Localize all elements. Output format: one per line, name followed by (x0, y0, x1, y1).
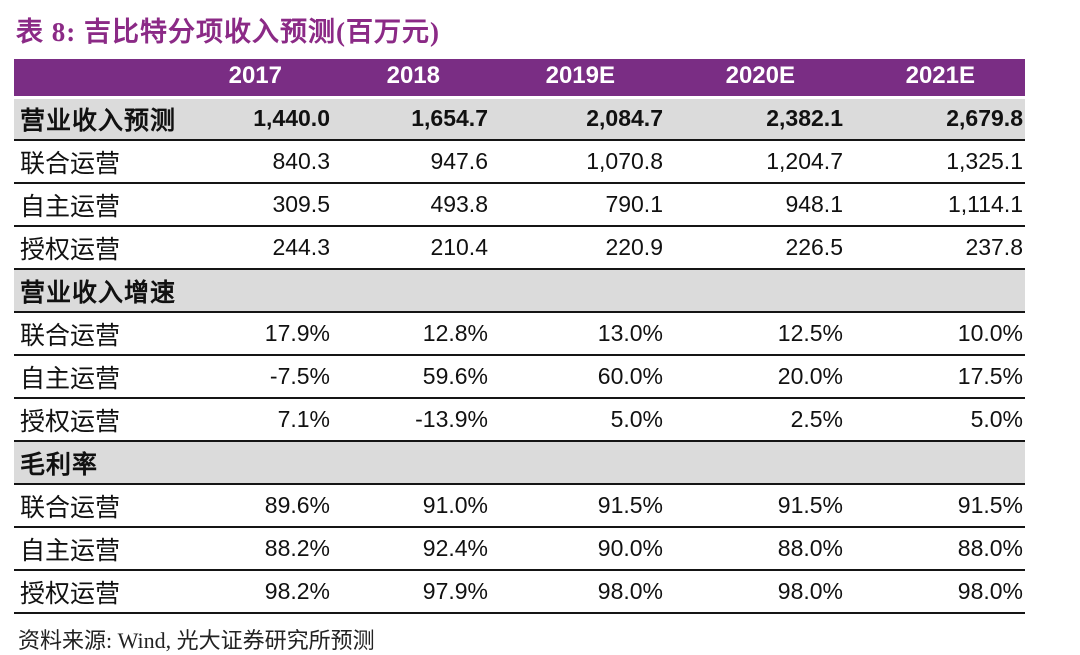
column-header-2018: 2018 (332, 59, 490, 99)
column-header-2020e: 2020E (665, 59, 845, 99)
table-cell: 89.6% (190, 484, 332, 528)
table-cell: 1,204.7 (665, 140, 845, 184)
table-cell (190, 269, 332, 313)
table-cell: -7.5% (190, 355, 332, 399)
row-label: 授权运营 (14, 398, 190, 442)
table-cell: 1,325.1 (845, 140, 1025, 184)
column-header-row: 2017 2018 2019E 2020E 2021E (14, 59, 1025, 99)
row-label: 联合运营 (14, 484, 190, 528)
row-label: 授权运营 (14, 226, 190, 270)
revenue-forecast-table: 2017 2018 2019E 2020E 2021E 营业收入预测 1,440… (14, 59, 1025, 614)
table-cell: 59.6% (332, 355, 490, 399)
source-note: 资料来源: Wind, 光大证券研究所预测 (18, 628, 375, 653)
column-header-2019e: 2019E (490, 59, 665, 99)
table-cell: 98.2% (190, 570, 332, 614)
table-cell: 309.5 (190, 183, 332, 227)
row-label: 联合运营 (14, 312, 190, 356)
table-cell: 88.0% (845, 527, 1025, 571)
table-cell: 12.5% (665, 312, 845, 356)
table-cell (332, 269, 490, 313)
table-cell: 17.9% (190, 312, 332, 356)
table-cell (490, 441, 665, 485)
table-cell: 92.4% (332, 527, 490, 571)
table-cell: 91.0% (332, 484, 490, 528)
table-cell: 91.5% (490, 484, 665, 528)
table-cell: 60.0% (490, 355, 665, 399)
row-label: 自主运营 (14, 355, 190, 399)
table-cell: 88.0% (665, 527, 845, 571)
table-cell (845, 269, 1025, 313)
table-cell: 220.9 (490, 226, 665, 270)
table-row: 联合运营 17.9% 12.8% 13.0% 12.5% 10.0% (14, 312, 1025, 356)
table-cell: 91.5% (845, 484, 1025, 528)
table-cell: 244.3 (190, 226, 332, 270)
table-row: 联合运营 89.6% 91.0% 91.5% 91.5% 91.5% (14, 484, 1025, 528)
table-cell: 226.5 (665, 226, 845, 270)
table-cell: 1,654.7 (332, 97, 490, 141)
table-cell: 98.0% (490, 570, 665, 614)
section-label: 毛利率 (14, 441, 190, 485)
table-cell: 2,084.7 (490, 97, 665, 141)
table-cell: 2,382.1 (665, 97, 845, 141)
section-label: 营业收入增速 (14, 269, 190, 313)
row-label: 授权运营 (14, 570, 190, 614)
column-header-2021e: 2021E (845, 59, 1025, 99)
table-cell (190, 441, 332, 485)
table-cell (490, 269, 665, 313)
table-cell: 947.6 (332, 140, 490, 184)
table-row: 授权运营 7.1% -13.9% 5.0% 2.5% 5.0% (14, 398, 1025, 442)
table-cell: 1,440.0 (190, 97, 332, 141)
table-row: 联合运营 840.3 947.6 1,070.8 1,204.7 1,325.1 (14, 140, 1025, 184)
table-cell: 5.0% (490, 398, 665, 442)
table-cell: 98.0% (665, 570, 845, 614)
table-cell: 88.2% (190, 527, 332, 571)
column-header-2017: 2017 (190, 59, 332, 99)
table-cell: 20.0% (665, 355, 845, 399)
table-cell: 237.8 (845, 226, 1025, 270)
table-cell: -13.9% (332, 398, 490, 442)
row-label: 自主运营 (14, 527, 190, 571)
table-cell: 7.1% (190, 398, 332, 442)
table-cell: 210.4 (332, 226, 490, 270)
table-cell: 97.9% (332, 570, 490, 614)
table-cell: 1,114.1 (845, 183, 1025, 227)
table-row: 授权运营 98.2% 97.9% 98.0% 98.0% 98.0% (14, 570, 1025, 614)
section-header-row-growth: 营业收入增速 (14, 269, 1025, 313)
table-cell: 12.8% (332, 312, 490, 356)
table-cell: 2,679.8 (845, 97, 1025, 141)
table-cell: 98.0% (845, 570, 1025, 614)
table-cell: 840.3 (190, 140, 332, 184)
table-cell: 13.0% (490, 312, 665, 356)
row-label: 自主运营 (14, 183, 190, 227)
table-cell: 5.0% (845, 398, 1025, 442)
table-cell (665, 441, 845, 485)
table-cell (332, 441, 490, 485)
table-cell: 91.5% (665, 484, 845, 528)
section-header-row-revenue: 营业收入预测 1,440.0 1,654.7 2,084.7 2,382.1 2… (14, 97, 1025, 141)
table-cell: 948.1 (665, 183, 845, 227)
table-cell (845, 441, 1025, 485)
row-label: 联合运营 (14, 140, 190, 184)
table-cell: 10.0% (845, 312, 1025, 356)
table-cell: 790.1 (490, 183, 665, 227)
table-cell: 493.8 (332, 183, 490, 227)
table-row: 自主运营 -7.5% 59.6% 60.0% 20.0% 17.5% (14, 355, 1025, 399)
table-cell: 17.5% (845, 355, 1025, 399)
section-header-row-margin: 毛利率 (14, 441, 1025, 485)
table-cell: 90.0% (490, 527, 665, 571)
table-row: 授权运营 244.3 210.4 220.9 226.5 237.8 (14, 226, 1025, 270)
column-header-empty (14, 59, 190, 99)
table-cell (665, 269, 845, 313)
table-cell: 2.5% (665, 398, 845, 442)
section-label: 营业收入预测 (14, 97, 190, 141)
table-row: 自主运营 309.5 493.8 790.1 948.1 1,114.1 (14, 183, 1025, 227)
table-cell: 1,070.8 (490, 140, 665, 184)
table-row: 自主运营 88.2% 92.4% 90.0% 88.0% 88.0% (14, 527, 1025, 571)
table-title: 表 8: 吉比特分项收入预测(百万元) (16, 17, 440, 47)
